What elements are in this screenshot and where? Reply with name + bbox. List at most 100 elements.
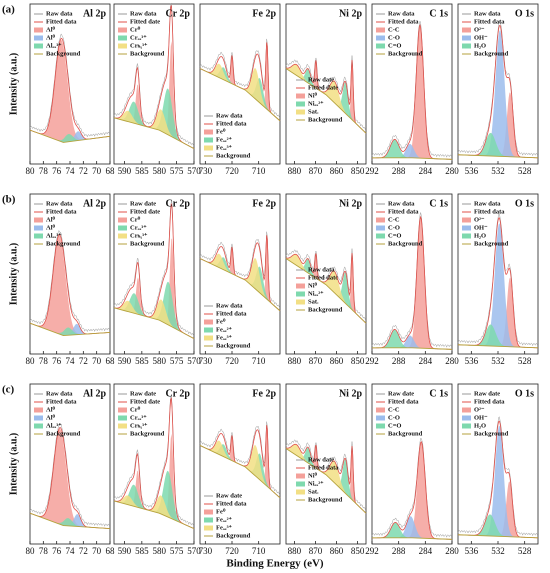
- legend-label: Raw date: [216, 492, 242, 499]
- background-curve: [29, 322, 111, 336]
- legend-label: Crₒₓ³⁺: [130, 224, 147, 231]
- x-tick-label: 532: [491, 546, 505, 556]
- fitted-curve: [285, 253, 367, 324]
- legend-label: Ni⁰: [308, 471, 318, 479]
- panel-title: O 1s: [515, 198, 534, 209]
- fitted-curve: [285, 59, 367, 134]
- legend-label: Niₒₓ²⁺: [308, 100, 324, 107]
- x-tick-label: 72: [79, 546, 88, 556]
- x-tick-label: 536: [465, 546, 479, 556]
- legend-label: O²⁻: [474, 26, 485, 33]
- legend-swatch: [34, 233, 43, 239]
- panel-title: Al 2p: [83, 198, 107, 209]
- legend-label: Background: [308, 306, 343, 313]
- legend-label: Niₒₓ²⁺: [308, 480, 324, 487]
- x-tick-label: 570: [187, 356, 201, 366]
- panel-title: Al 2p: [83, 388, 107, 399]
- legend-label: Background: [46, 430, 81, 437]
- legend-label: OH⁻: [474, 414, 488, 421]
- x-tick-label: 74: [66, 166, 76, 176]
- raw-data-curve: [371, 20, 453, 158]
- legend-label: Raw data: [474, 200, 501, 207]
- legend-swatch: [118, 35, 127, 41]
- peak-component: [114, 495, 194, 529]
- raw-data-curve: [199, 38, 281, 118]
- y-axis-label: Intensity (a.u.): [8, 53, 19, 116]
- legend-swatch: [462, 233, 471, 239]
- legend-label: Fitted data: [388, 208, 419, 215]
- legend-swatch: [376, 27, 385, 33]
- x-tick-label: 68: [106, 356, 116, 366]
- legend-label: Raw data: [46, 390, 73, 397]
- x-tick-label: 76: [52, 546, 62, 556]
- peak-component: [114, 110, 194, 149]
- x-tick-label: 536: [465, 166, 479, 176]
- legend-label: Fitted date: [130, 208, 160, 215]
- x-tick-label: 80: [26, 166, 36, 176]
- x-tick-label: 570: [187, 546, 201, 556]
- legend-label: Raw date: [308, 456, 334, 463]
- peak-component: [114, 484, 194, 529]
- x-tick-label: 280: [445, 546, 459, 556]
- x-tick-label: 850: [351, 166, 365, 176]
- legend-swatch: [204, 517, 213, 523]
- background-curve: [285, 68, 367, 134]
- legend-label: Fitted data: [474, 398, 505, 405]
- legend-swatch: [204, 509, 213, 515]
- legend-label: Raw date: [130, 390, 156, 397]
- legend-label: C-C: [388, 216, 400, 223]
- x-tick-label: 292: [365, 356, 379, 366]
- x-tick-label: 72: [79, 356, 88, 366]
- x-tick-label: 528: [518, 356, 532, 366]
- legend-label: H₂O: [474, 422, 486, 429]
- raw-data-curve: [113, 2, 195, 146]
- peak-component: [200, 445, 280, 498]
- x-tick-label: 78: [39, 166, 49, 176]
- legend-swatch: [118, 415, 127, 421]
- background-curve: [29, 512, 111, 530]
- legend-label: Fitted data: [308, 464, 339, 471]
- legend-label: Background: [216, 342, 251, 349]
- panel-title: Ni 2p: [339, 198, 363, 209]
- legend-label: Al⁰: [46, 33, 56, 41]
- legend-label: Alₒₓ³⁺: [46, 42, 62, 49]
- legend-label: Raw data: [308, 266, 335, 273]
- legend-label: Fitted data: [474, 208, 505, 215]
- panel-title: O 1s: [515, 388, 534, 399]
- x-tick-label: 288: [392, 166, 406, 176]
- legend-swatch: [34, 225, 43, 231]
- background-curve: [29, 129, 111, 143]
- x-tick-label: 880: [288, 546, 302, 556]
- legend-label: Fitted data: [46, 18, 77, 25]
- peak-component: [114, 101, 194, 149]
- raw-data-curve: [371, 437, 453, 538]
- legend-swatch: [462, 35, 471, 41]
- legend-label: Background: [388, 50, 423, 57]
- legend-swatch: [296, 283, 305, 289]
- legend-label: Background: [130, 240, 165, 247]
- peak-component: [30, 513, 110, 529]
- legend-label: Background: [308, 116, 343, 123]
- legend-label: Al⁰: [46, 25, 56, 33]
- legend-swatch: [376, 423, 385, 429]
- x-tick-label: 288: [392, 546, 406, 556]
- legend-label: C-O: [388, 34, 400, 41]
- background-curve: [457, 344, 539, 349]
- x-tick-label: 70: [92, 166, 102, 176]
- legend-label: C-C: [388, 406, 400, 413]
- x-axis-label: Binding Energy (eV): [226, 558, 324, 570]
- legend-swatch: [204, 319, 213, 325]
- legend-swatch: [34, 407, 43, 413]
- panel-frame: [371, 383, 453, 545]
- legend-label: Background: [474, 50, 509, 57]
- peak-component: [30, 323, 110, 336]
- legend-swatch: [376, 407, 385, 413]
- peak-component: [458, 30, 538, 158]
- legend-label: Crₕᵧ³⁺: [130, 42, 148, 49]
- fitted-curve: [113, 203, 195, 339]
- peak-component: [372, 335, 452, 350]
- legend-swatch: [462, 27, 471, 33]
- x-tick-label: 68: [106, 166, 116, 176]
- legend-swatch: [296, 291, 305, 297]
- legend-label: Fitted date: [308, 84, 338, 91]
